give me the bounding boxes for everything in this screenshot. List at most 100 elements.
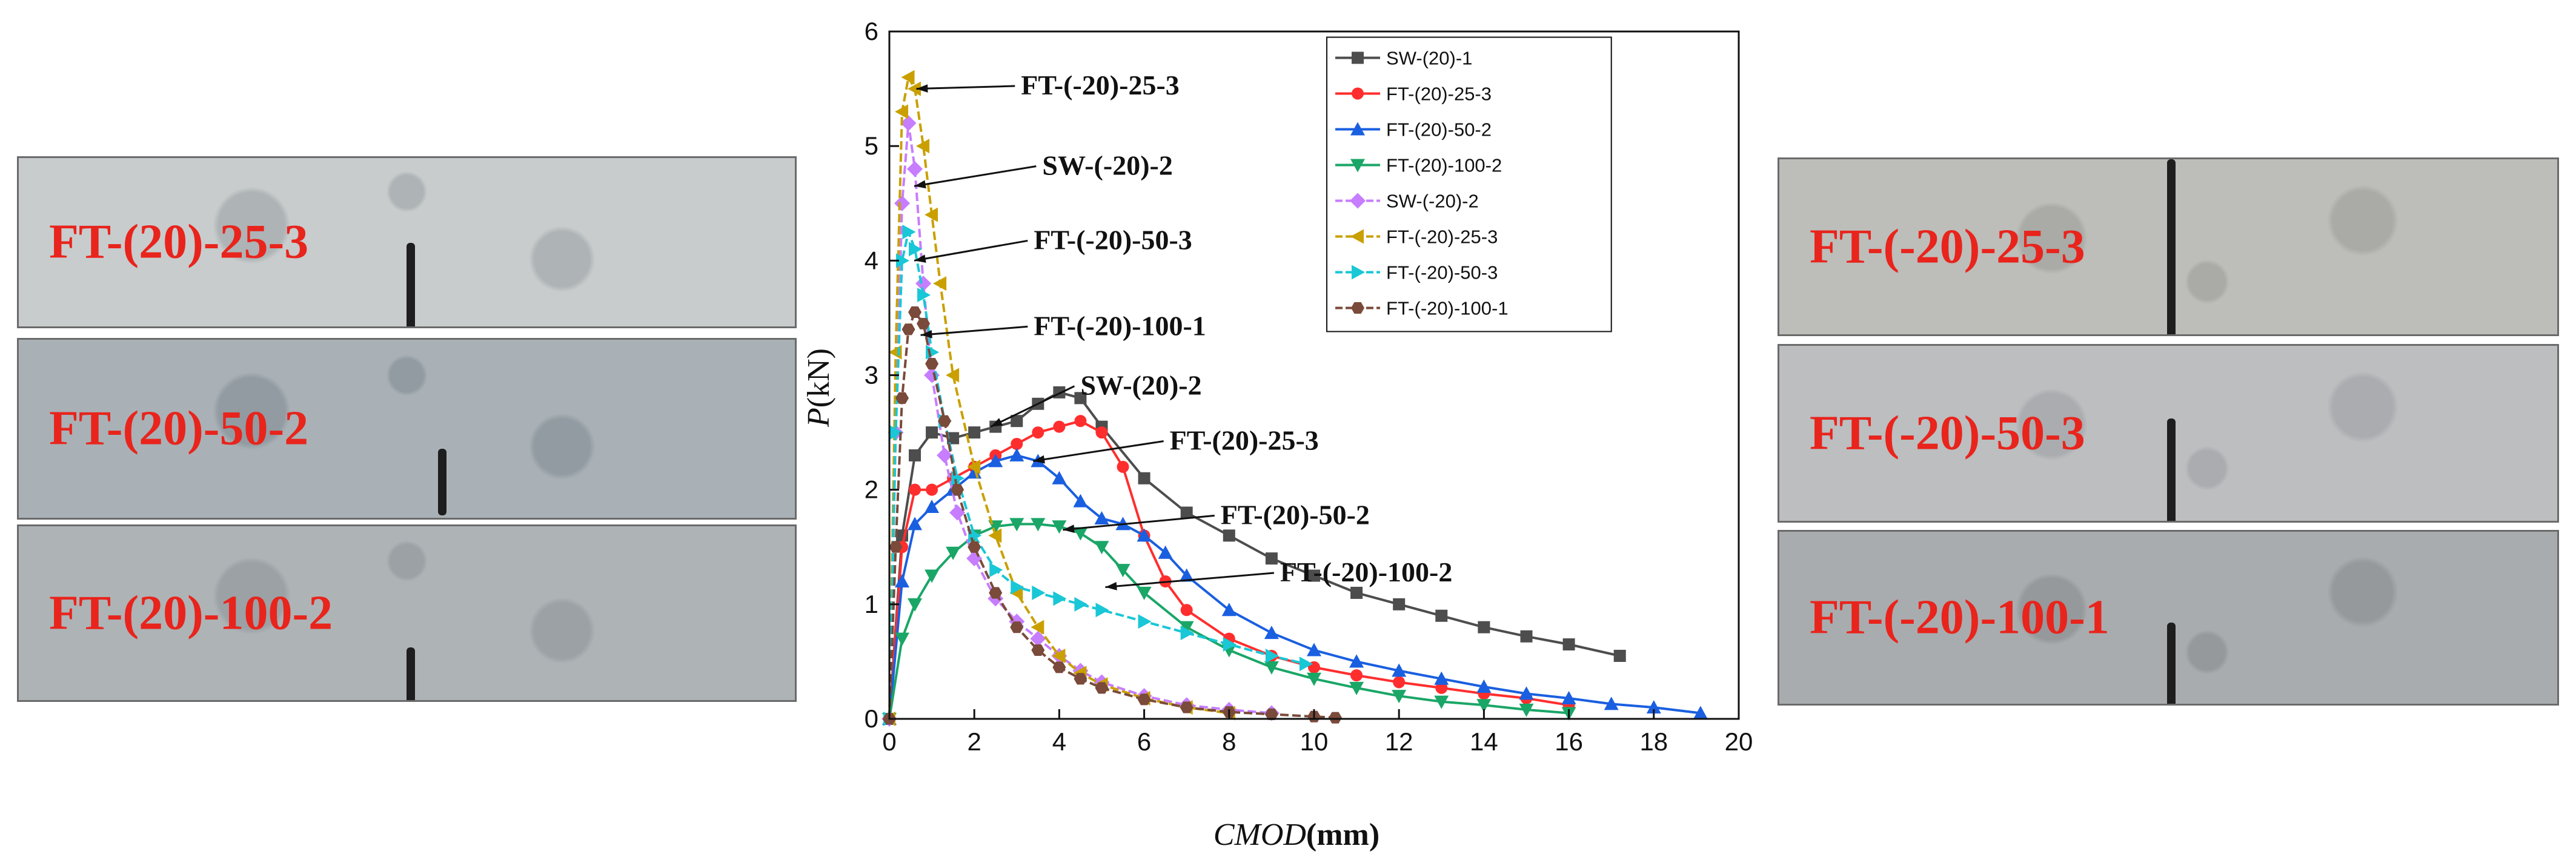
data-point (1094, 541, 1109, 555)
data-point (1180, 604, 1193, 617)
legend-swatch-marker (1350, 229, 1364, 244)
y-axis-label: P(kN) (802, 348, 836, 428)
annotation-arrowhead (1105, 582, 1117, 590)
data-point (1011, 415, 1023, 428)
data-point (915, 276, 932, 292)
data-point (1180, 701, 1193, 713)
annotation-arrow (1063, 514, 1215, 531)
annotation-arrow (990, 385, 1075, 428)
data-point (894, 195, 911, 211)
x-tick-label: 18 (1639, 727, 1668, 756)
data-point (1052, 471, 1067, 484)
data-point (1073, 494, 1088, 508)
annotation-label: FT-(20)-25-3 (1170, 425, 1319, 455)
data-point (1478, 621, 1490, 633)
data-point (1009, 518, 1024, 532)
y-axis-label-var: P (802, 408, 836, 428)
legend-swatch-marker (1350, 193, 1366, 209)
specimen-photo-left-1: FT-(20)-25-3 (17, 156, 797, 328)
data-point (1137, 693, 1151, 706)
specimen-label: FT-(20)-100-2 (49, 586, 333, 640)
data-point (1476, 679, 1492, 693)
data-point (1138, 472, 1150, 484)
annotation-arrow (1033, 440, 1164, 462)
data-point (1180, 506, 1193, 519)
data-point (966, 551, 983, 567)
annotation-arrow (916, 85, 1015, 90)
specimen-photo-left-2: FT-(20)-50-2 (17, 338, 797, 520)
legend-entry: FT-(-20)-25-3 (1386, 226, 1498, 247)
y-axis-label-unit: (kN) (802, 348, 836, 408)
annotation-label: FT-(-20)-100-2 (1280, 557, 1452, 587)
data-point (1434, 671, 1449, 685)
data-point (1476, 699, 1492, 713)
specimen-label: FT-(-20)-25-3 (1810, 220, 2085, 273)
data-point (924, 367, 940, 383)
data-point (1392, 663, 1407, 677)
data-point (909, 483, 921, 496)
data-point (1646, 700, 1661, 714)
data-point (1693, 706, 1708, 719)
data-point (1074, 673, 1087, 685)
data-point (1350, 586, 1363, 599)
data-point (896, 253, 910, 268)
data-point (1561, 690, 1576, 704)
data-point (1052, 648, 1066, 663)
x-tick-label: 14 (1470, 727, 1498, 756)
data-point (1137, 586, 1152, 600)
data-point (1137, 528, 1152, 542)
concrete-texture (19, 340, 795, 518)
legend-swatch-marker (1350, 159, 1366, 173)
specimen-photo-left-3: FT-(20)-100-2 (17, 524, 797, 702)
annotation-arrow (914, 239, 1028, 262)
data-point (908, 598, 923, 612)
legend-entry: FT-(20)-50-2 (1386, 119, 1492, 140)
x-tick-label: 8 (1222, 727, 1236, 756)
crack-line (2167, 159, 2176, 334)
data-point (909, 449, 921, 461)
data-point (1520, 630, 1533, 643)
annotation-arrowhead (914, 180, 926, 189)
data-point (1307, 672, 1321, 686)
data-point (1435, 609, 1448, 622)
data-point (988, 528, 1002, 543)
data-point (1158, 545, 1173, 559)
data-point (1435, 681, 1448, 694)
annotation-label: SW-(20)-2 (1080, 370, 1201, 401)
legend-entry: FT-(20)-25-3 (1386, 83, 1492, 104)
annotation-arrowhead (914, 254, 926, 263)
series-line (888, 523, 1569, 719)
data-point (895, 104, 909, 119)
crack-line (2167, 623, 2176, 704)
data-point (947, 432, 960, 445)
data-point (1349, 681, 1364, 695)
series-line (888, 309, 1336, 719)
legend-entry: FT-(20)-100-2 (1386, 154, 1502, 176)
data-point (1265, 648, 1279, 663)
x-tick-label: 0 (882, 727, 896, 756)
data-point (908, 517, 923, 531)
legend-swatch-marker (1352, 265, 1366, 280)
x-tick-label: 20 (1725, 727, 1753, 756)
data-point (1223, 529, 1235, 542)
data-point (895, 574, 910, 587)
data-point (1032, 585, 1046, 600)
data-point (1308, 569, 1320, 582)
data-point (909, 242, 923, 257)
data-point (968, 541, 981, 553)
data-point (925, 569, 940, 583)
data-point (1179, 621, 1194, 635)
data-point (889, 541, 903, 553)
data-point (968, 426, 981, 439)
annotation-label: FT-(-20)-50-3 (1034, 224, 1192, 255)
y-tick-label: 2 (865, 475, 878, 504)
data-point (1393, 598, 1406, 610)
series-line (888, 454, 1701, 719)
data-point (1094, 511, 1109, 524)
data-point (989, 587, 1003, 599)
x-axis-label-var: CMOD (1213, 818, 1306, 852)
specimen-label: FT-(20)-50-2 (49, 402, 309, 455)
crack-line (2167, 418, 2176, 521)
data-point (1264, 661, 1279, 675)
